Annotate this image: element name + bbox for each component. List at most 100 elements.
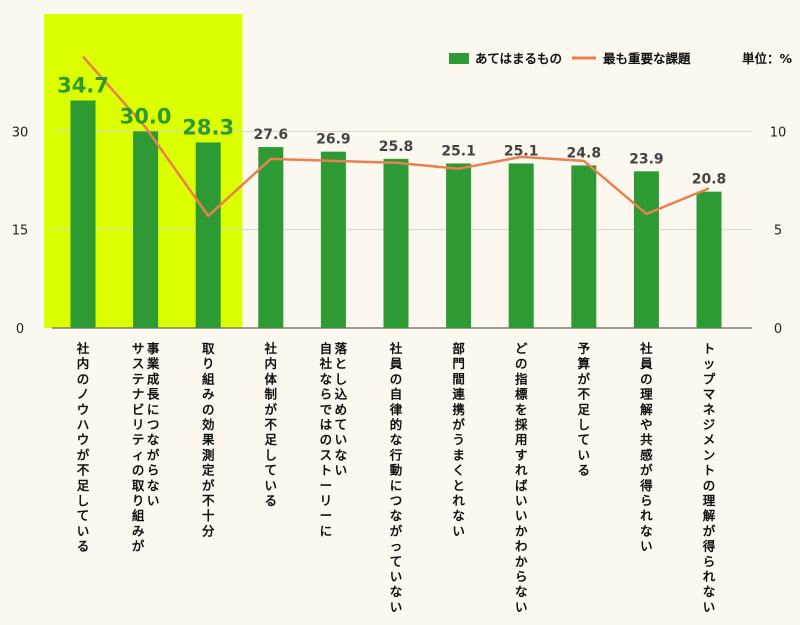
x-category-char: て [77,508,90,523]
x-category-char: 解 [703,508,716,523]
x-category-char: の [132,463,145,478]
bar [70,100,96,329]
x-category-char: て [265,463,278,478]
x-category-char: い [335,463,348,478]
x-category-char: 不 [578,387,591,402]
bar [696,191,722,328]
x-category-char: 制 [265,387,278,402]
x-category-char: り [202,356,215,371]
x-category-char: 標 [515,387,528,402]
x-category-char: な [390,584,403,599]
x-category-char: 得 [702,539,716,554]
x-category-char: ト [320,463,333,478]
x-category-char: っ [390,539,403,554]
x-category-char: ウ [77,432,90,447]
x-category-char: て [578,432,591,447]
x-category-char: め [335,402,348,417]
x-category-char: と [335,356,348,371]
legend-swatch-bar [449,53,469,64]
x-category-char: ト [703,341,716,356]
data-label: 25.8 [379,139,414,155]
x-category-char: な [147,478,160,493]
x-category-char: る [77,539,90,554]
x-category-char: 得 [639,478,653,493]
x-category-char: 効 [202,417,215,432]
x-category-char: が [147,447,160,462]
x-category-char: が [703,523,716,538]
y-left-tick-label: 15 [12,224,29,239]
x-category-char: し [578,417,591,432]
x-category-char: れ [452,493,465,508]
x-category-char: ビ [132,402,145,417]
bar [320,151,346,328]
x-category-char: み [132,523,145,538]
x-category-char: が [265,402,278,417]
data-label: 28.3 [182,115,234,139]
x-category-char: な [335,447,348,462]
x-category-char: 社 [76,341,90,356]
x-category-char: れ [515,463,528,478]
x-category-char: れ [640,508,653,523]
x-category-char: に [147,402,160,417]
x-category-char: 指 [515,371,528,386]
x-category-char: 内 [265,356,278,371]
x-category-char: 自 [320,341,333,356]
bar [258,147,284,328]
unit-label: 単位：% [742,51,793,66]
x-category-char: ス [320,447,333,462]
x-category-char: 社 [264,341,278,356]
x-category-char: 足 [265,432,278,447]
x-category-char: う [452,432,465,447]
x-category-char: プ [703,371,716,386]
x-category-char: る [265,493,278,508]
x-category-char: 連 [452,387,465,402]
x-category-char: ー [320,478,333,493]
x-category-char: ら [703,554,716,569]
x-category-char: ど [515,341,528,356]
x-category-char: リ [132,417,145,432]
x-category-char: の [390,371,403,386]
x-category-char: 共 [640,432,653,447]
x-category-char: い [578,447,591,462]
x-category-char: な [320,371,333,386]
x-category-char: 的 [390,417,403,432]
x-category-char: と [452,478,465,493]
x-category-char: し [77,493,90,508]
x-category-char: な [452,508,465,523]
x-category-char: い [640,539,653,554]
x-category-char: の [320,432,333,447]
bar [508,163,534,328]
x-category-char: い [452,523,465,538]
x-category-char: が [202,478,215,493]
x-category-char: ナ [132,387,145,402]
x-category-char: み [202,387,215,402]
x-category-char: い [703,599,716,614]
x-category-char: て [335,417,348,432]
x-category-char: は [320,417,333,432]
x-category-char: 解 [640,402,653,417]
legend: あてはまるもの 最も重要な課題 単位：% [449,51,793,66]
data-label: 30.0 [120,104,172,128]
x-category-char: 自 [390,387,403,402]
x-category-char: に [390,478,403,493]
x-category-char: 採 [515,417,528,432]
x-category-char: 不 [77,463,90,478]
x-category-char: い [390,599,403,614]
x-category-char: な [703,584,716,599]
x-category-char: ウ [77,402,90,417]
data-label: 27.6 [254,127,289,143]
x-category-char: 足 [578,402,591,417]
x-category-char: を [515,402,528,417]
x-category-char: が [132,539,145,554]
x-category-char: り [132,493,145,508]
x-category-char: 業 [146,356,160,371]
x-category-char: し [265,447,278,462]
x-category-char: 定 [201,463,215,478]
x-category-char: 取 [132,478,145,493]
x-category-char: の [703,478,716,493]
